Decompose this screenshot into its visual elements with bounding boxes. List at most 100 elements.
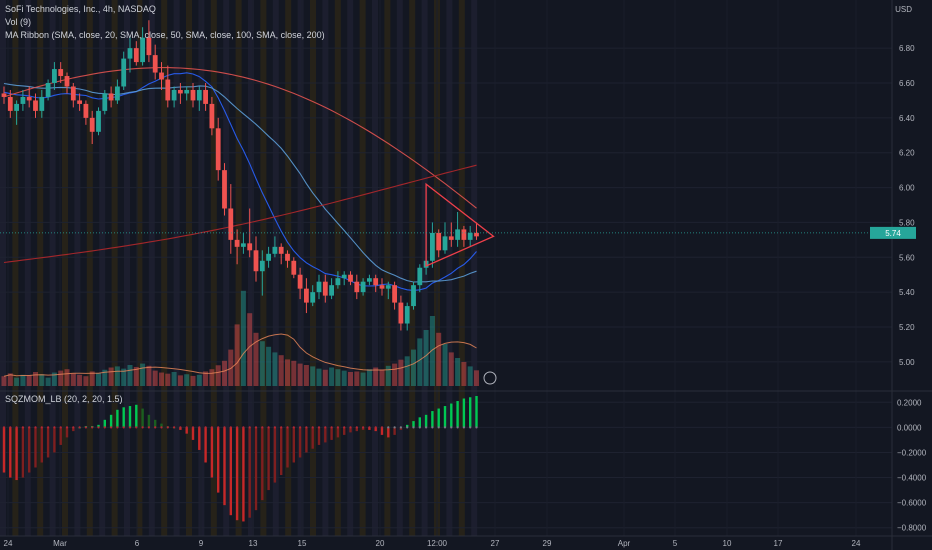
squeeze-dot — [362, 426, 365, 429]
price-tick-label: 6.60 — [899, 79, 915, 88]
candle-body — [385, 285, 391, 289]
sqzmom-legend[interactable]: SQZMOM_LB (20, 2, 20, 1.5) — [5, 394, 123, 404]
candle — [228, 184, 234, 254]
volume-bar — [316, 368, 322, 386]
price-tick-label: 6.40 — [899, 114, 915, 123]
ma-ribbon-legend[interactable]: MA Ribbon (SMA, close, 20, SMA, close, 5… — [5, 30, 325, 40]
candle — [259, 250, 265, 296]
squeeze-dot — [84, 426, 87, 429]
squeeze-dot — [443, 426, 447, 429]
candle — [203, 83, 208, 111]
volume-bar — [310, 366, 316, 386]
squeeze-dot — [399, 426, 402, 429]
volume-bar — [58, 370, 64, 386]
volume-bar — [436, 332, 442, 386]
squeeze-dot — [34, 426, 37, 429]
candle — [379, 278, 385, 296]
squeeze-dot — [9, 426, 12, 429]
squeeze-dot — [122, 426, 125, 429]
volume-bar — [234, 324, 240, 386]
momentum-bar — [387, 427, 390, 438]
squeeze-dot — [469, 426, 472, 429]
candle-body — [285, 253, 290, 261]
momentum-bar — [109, 414, 113, 428]
candle-body — [209, 103, 215, 129]
squeeze-dot — [28, 426, 31, 429]
squeeze-dot — [65, 426, 69, 429]
volume-bar — [341, 370, 347, 386]
candle — [310, 285, 316, 307]
candle — [474, 222, 479, 240]
candle-body — [411, 285, 416, 307]
candle — [341, 271, 347, 286]
session-band — [421, 0, 428, 536]
squeeze-dot — [412, 426, 415, 429]
candle-body — [184, 89, 190, 94]
squeeze-dot — [217, 426, 220, 429]
volume-bar — [392, 363, 398, 386]
momentum-tick-label: −0.2000 — [897, 448, 927, 457]
volume-bar — [190, 375, 196, 386]
squeeze-dot — [210, 426, 213, 429]
squeeze-dot — [437, 426, 440, 429]
candle — [70, 83, 76, 108]
volume-bars — [1, 290, 479, 386]
price-tick-label: 5.60 — [899, 253, 915, 262]
candle-body — [58, 69, 64, 77]
momentum-bar — [298, 427, 302, 458]
volume-bar — [165, 373, 171, 386]
squeeze-dot — [204, 426, 207, 429]
momentum-bar — [185, 427, 188, 434]
volume-bar — [222, 360, 227, 386]
momentum-bar — [456, 401, 459, 428]
candle-body — [379, 285, 385, 289]
candle — [448, 222, 454, 247]
candle — [178, 83, 183, 104]
squeeze-dot — [475, 426, 478, 429]
squeeze-dot — [393, 426, 396, 429]
candle-body — [247, 243, 253, 251]
squeeze-dot — [280, 426, 283, 429]
momentum-bar — [147, 414, 151, 428]
candle-body — [404, 306, 410, 324]
candle — [398, 295, 404, 331]
session-band — [248, 0, 254, 536]
momentum-bar — [336, 427, 340, 438]
volume-bar — [366, 369, 372, 386]
candle — [39, 89, 45, 118]
candle — [52, 62, 57, 90]
volume-bar — [70, 373, 76, 386]
candle-body — [348, 274, 353, 282]
volume-bar — [266, 346, 272, 386]
price-tick-label: 5.80 — [899, 218, 915, 227]
momentum-bar — [469, 397, 472, 428]
momentum-bar — [254, 427, 258, 511]
momentum-bar — [380, 427, 384, 435]
candle — [115, 79, 120, 104]
session-band — [12, 0, 19, 536]
volume-bar — [373, 367, 379, 386]
triangle-drawing[interactable] — [425, 182, 495, 267]
candle-body — [228, 208, 234, 240]
candle-body — [367, 278, 372, 282]
momentum-bar — [368, 427, 371, 430]
ma50-line — [3, 82, 477, 283]
momentum-bar — [46, 427, 50, 458]
momentum-bar — [311, 427, 314, 449]
symbol-legend[interactable]: SoFi Technologies, Inc., 4h, NASDAQ — [5, 4, 156, 14]
candle-body — [316, 281, 322, 293]
squeeze-dot — [97, 426, 100, 429]
volume-bar — [348, 372, 353, 386]
volume-bar — [184, 374, 190, 386]
volume-legend[interactable]: Vol (9) — [5, 17, 32, 27]
momentum-bar — [141, 408, 144, 428]
momentum-bar — [204, 427, 207, 463]
session-band — [285, 0, 292, 536]
session-band — [372, 0, 378, 536]
candle — [89, 110, 95, 144]
volume-bar — [215, 365, 221, 386]
momentum-bar — [412, 421, 415, 428]
candle-body — [14, 103, 19, 111]
candlesticks[interactable] — [1, 20, 479, 331]
